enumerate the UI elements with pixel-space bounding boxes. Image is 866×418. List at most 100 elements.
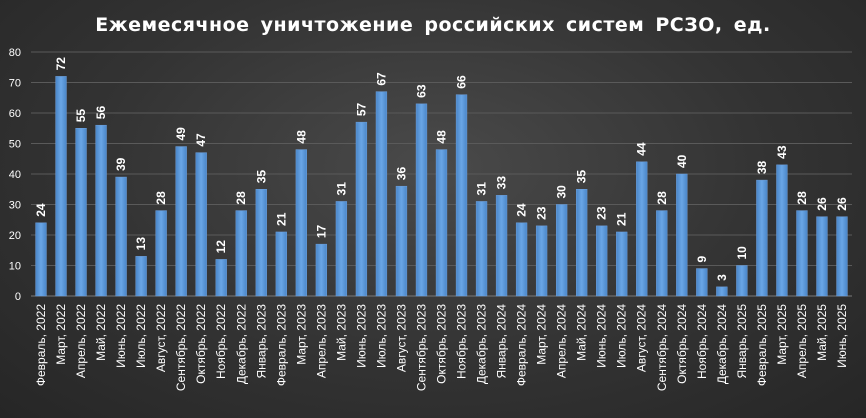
bar: [375, 91, 388, 297]
x-tick-label: Март, 2023: [294, 304, 308, 365]
data-label: 39: [114, 157, 128, 171]
data-label: 17: [314, 224, 328, 238]
x-tick-label: Апрель, 2023: [314, 304, 328, 378]
data-label: 10: [735, 246, 749, 260]
bar: [415, 103, 428, 297]
bar: [335, 201, 348, 297]
x-tick-label: Май, 2024: [575, 304, 589, 361]
y-tick-label: 40: [9, 169, 21, 181]
y-tick-label: 30: [9, 200, 21, 212]
x-axis: Февраль, 2022 Март, 2022 Апрель, 2022 Май, …: [34, 304, 849, 391]
x-tick-label: Июль, 2022: [134, 304, 148, 368]
x-tick-label: Ноябрь, 2023: [455, 304, 469, 379]
data-label: 35: [575, 170, 589, 184]
y-tick-label: 20: [9, 230, 21, 242]
x-tick-label: Февраль, 2022: [34, 304, 48, 386]
data-label: 63: [414, 84, 428, 98]
data-label: 55: [74, 109, 88, 123]
x-tick-label: Сентябрь, 2024: [655, 304, 669, 391]
data-label: 26: [815, 197, 829, 211]
data-label: 28: [795, 191, 809, 205]
bar: [355, 121, 368, 297]
bar: [75, 128, 87, 297]
x-tick-label: Октябрь, 2023: [435, 304, 449, 384]
x-tick-label: Август, 2022: [154, 304, 168, 372]
x-tick-label: Апрель, 2024: [555, 304, 569, 378]
bar: [55, 76, 67, 297]
y-tick-label: 60: [9, 108, 21, 120]
data-label: 49: [174, 127, 188, 141]
data-label: 21: [615, 212, 629, 226]
bar: [756, 179, 768, 297]
x-tick-label: Январь, 2024: [495, 304, 509, 379]
bar: [115, 176, 127, 297]
bar: [796, 210, 808, 297]
data-label: 30: [555, 185, 569, 199]
x-tick-label: Июль, 2024: [615, 304, 629, 368]
x-tick-label: Апрель, 2025: [795, 304, 809, 378]
bar: [736, 265, 748, 297]
x-tick-label: Июнь, 2024: [595, 304, 609, 368]
data-label: 23: [535, 206, 549, 220]
bar: [576, 189, 588, 297]
bar: [696, 268, 708, 297]
bar: [495, 195, 508, 297]
y-tick-label: 80: [9, 47, 21, 59]
x-tick-label: Июнь, 2025: [835, 304, 849, 368]
x-tick-label: Февраль, 2023: [274, 304, 288, 386]
data-label: 38: [755, 160, 769, 174]
bar: [836, 216, 848, 297]
bar: [135, 256, 147, 297]
data-label: 31: [475, 182, 489, 196]
x-tick-label: Октябрь, 2022: [194, 304, 208, 384]
x-tick-label: Март, 2024: [535, 304, 549, 365]
x-tick-label: Ноябрь, 2024: [695, 304, 709, 379]
data-label: 9: [695, 256, 709, 263]
bar: [676, 173, 688, 297]
bar: [295, 149, 307, 297]
bar: [435, 149, 448, 297]
bar: [315, 243, 328, 297]
x-tick-label: Декабрь, 2024: [715, 304, 729, 384]
bar: [816, 216, 828, 297]
x-tick-label: Сентябрь, 2022: [174, 304, 188, 391]
bar: [395, 185, 408, 297]
x-tick-label: Февраль, 2025: [755, 304, 769, 386]
data-label: 40: [675, 154, 689, 168]
data-label: 23: [595, 206, 609, 220]
data-label: 33: [495, 176, 509, 190]
x-tick-label: Январь, 2025: [735, 304, 749, 379]
x-tick-label: Декабрь, 2023: [475, 304, 489, 384]
bar: [215, 259, 227, 297]
bar: [275, 231, 287, 297]
data-label: 21: [274, 212, 288, 226]
bar: [475, 201, 488, 297]
data-label: 48: [435, 130, 449, 144]
data-label: 56: [94, 106, 108, 120]
bar: [555, 204, 568, 297]
x-tick-label: Август, 2024: [635, 304, 649, 372]
x-tick-label: Август, 2023: [394, 304, 408, 372]
bar: [656, 210, 668, 297]
data-label: 47: [194, 133, 208, 147]
bar: [776, 164, 788, 297]
data-label: 13: [134, 237, 148, 251]
bar: [255, 189, 267, 297]
x-tick-label: Январь, 2023: [254, 304, 268, 379]
bar: [535, 225, 548, 297]
data-label: 31: [334, 182, 348, 196]
data-label: 24: [34, 203, 48, 217]
data-label: 57: [354, 102, 368, 116]
data-label: 66: [455, 75, 469, 89]
bar: [95, 124, 107, 297]
data-label: 44: [635, 142, 649, 156]
data-label: 67: [374, 72, 388, 86]
x-tick-label: Июнь, 2022: [114, 304, 128, 368]
data-label: 36: [394, 167, 408, 181]
data-label: 48: [294, 130, 308, 144]
bar: [716, 286, 728, 297]
bar: [455, 94, 468, 297]
data-label: 24: [515, 203, 529, 217]
